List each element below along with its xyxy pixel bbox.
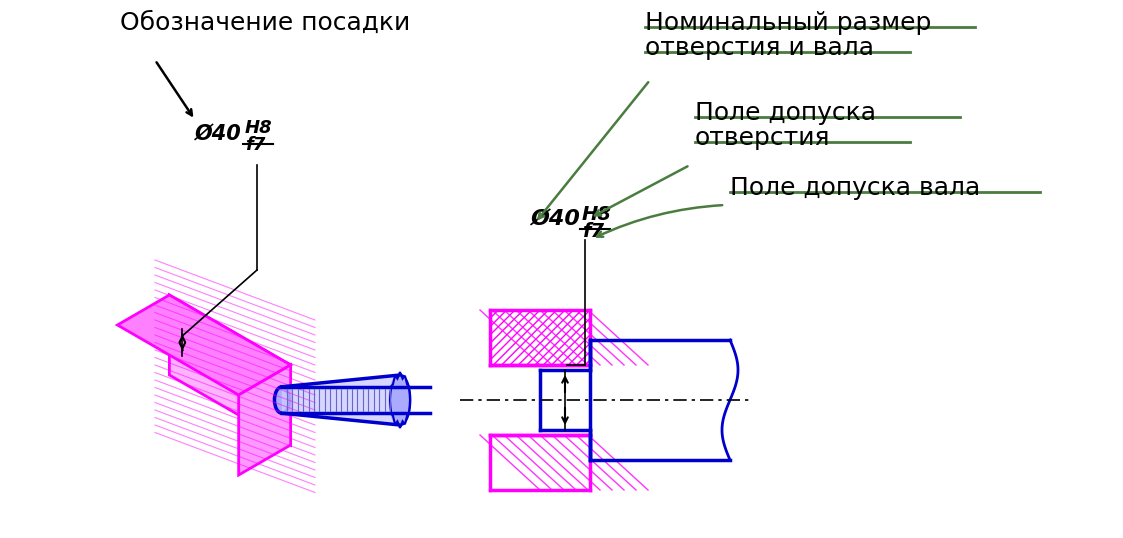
Ellipse shape: [274, 387, 290, 413]
Polygon shape: [118, 295, 291, 395]
Text: Ø40: Ø40: [195, 124, 241, 144]
Text: Ø40: Ø40: [530, 209, 579, 229]
Ellipse shape: [390, 375, 410, 425]
Text: H8: H8: [582, 205, 612, 224]
Polygon shape: [239, 365, 291, 475]
Text: Номинальный размер: Номинальный размер: [645, 11, 931, 35]
Text: Поле допуска: Поле допуска: [695, 101, 876, 125]
Text: H8: H8: [245, 119, 273, 137]
Bar: [490, 310, 590, 365]
Text: f7: f7: [245, 136, 265, 154]
Polygon shape: [170, 295, 291, 445]
Text: Обозначение посадки: Обозначение посадки: [120, 11, 410, 35]
Text: f7: f7: [582, 222, 604, 241]
Text: отверстия: отверстия: [695, 126, 831, 150]
Bar: [490, 435, 590, 490]
Polygon shape: [390, 372, 410, 428]
Bar: [490, 310, 590, 365]
Text: отверстия и вала: отверстия и вала: [645, 36, 874, 60]
Text: Поле допуска вала: Поле допуска вала: [730, 176, 980, 200]
